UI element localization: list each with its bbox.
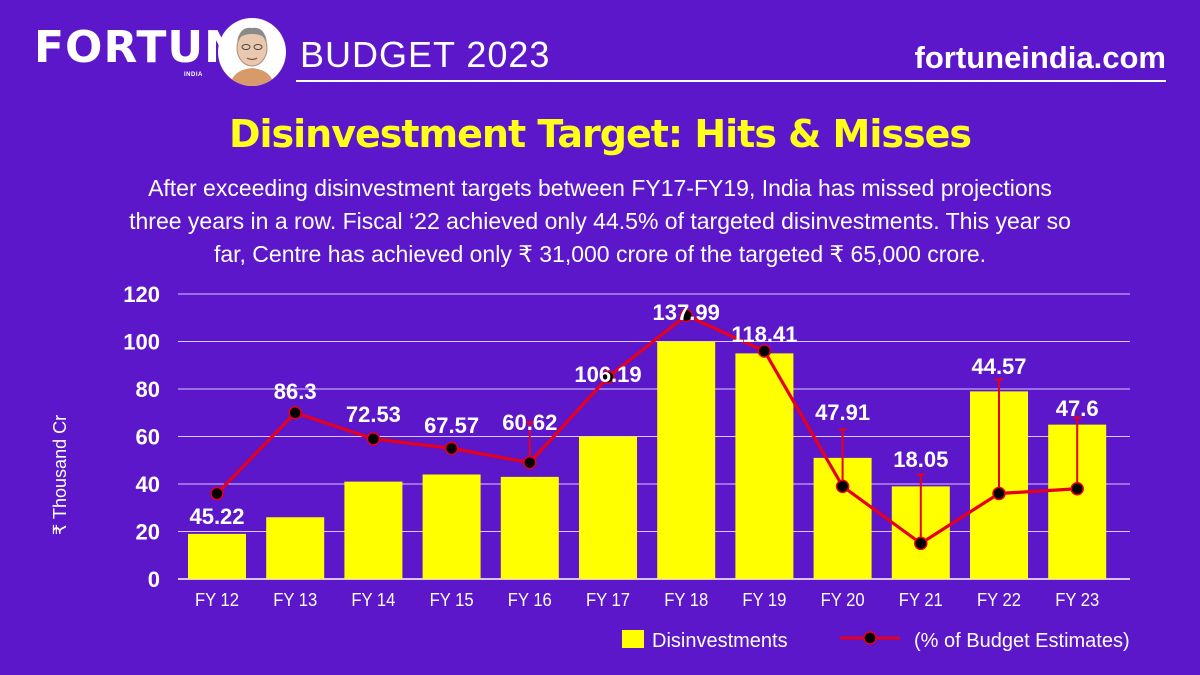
line-point [288, 406, 302, 420]
bar-fy16 [500, 476, 559, 579]
x-tick-label: FY 20 [821, 590, 865, 610]
x-tick-label: FY 22 [977, 590, 1021, 610]
chart-title: Disinvestment Target: Hits & Misses [228, 112, 972, 156]
portrait-icon [219, 19, 285, 86]
y-axis-label: ₹ Thousand Cr [50, 415, 70, 535]
legend-budget-estimates: (% of Budget Estimates) [914, 630, 1130, 652]
data-label: 60.62 [502, 410, 557, 435]
line-point [992, 486, 1006, 501]
x-tick-label: FY 23 [1055, 590, 1099, 610]
data-label: 47.6 [1056, 396, 1099, 421]
line-series [210, 308, 1084, 551]
subtitle-line-3: far, Centre has achieved only ₹ 31,000 c… [213, 241, 987, 267]
x-tick-label: FY 17 [586, 590, 630, 610]
data-label: 47.91 [815, 400, 870, 425]
subtitle-line-1: After exceeding disinvestment targets be… [148, 175, 1052, 201]
brand-logo-sub: INDIA [184, 72, 203, 78]
x-tick-label: FY 13 [273, 590, 317, 610]
y-tick-label: 100 [123, 330, 160, 355]
y-tick-label: 80 [136, 377, 160, 402]
legend-bar-swatch [622, 630, 644, 648]
bar-fy14 [344, 481, 403, 579]
line-point [601, 370, 615, 384]
budget-title: BUDGET 2023 [300, 34, 551, 75]
y-axis-ticks: 0 20 40 60 80 100 120 [123, 282, 160, 592]
line-point [444, 441, 459, 456]
subtitle-line-2: three years in a row. Fiscal ‘22 achieve… [129, 208, 1071, 234]
bar-fy18 [657, 341, 716, 579]
data-label: 106.19 [574, 362, 641, 387]
y-tick-label: 0 [148, 567, 160, 592]
budget-estimate-line [215, 313, 1078, 545]
data-label: 86.3 [274, 379, 317, 404]
data-label: 18.05 [893, 447, 948, 472]
data-label: 137.99 [653, 300, 720, 325]
y-tick-label: 60 [136, 425, 160, 450]
line-point [757, 344, 772, 358]
legend: Disinvestments (% of Budget Estimates) [622, 630, 1130, 652]
chart-subtitle: After exceeding disinvestment targets be… [40, 172, 1160, 271]
x-tick-label: FY 15 [430, 590, 474, 610]
legend-disinvestments: Disinvestments [652, 630, 788, 652]
bar-series [188, 341, 1107, 579]
y-tick-label: 40 [136, 472, 160, 497]
bar-fy19 [735, 353, 794, 579]
line-point [835, 479, 850, 494]
portrait-image [218, 18, 286, 86]
data-label: 118.41 [731, 322, 797, 347]
x-tick-label: FY 14 [351, 590, 395, 610]
x-axis-ticks: FY 12 FY 13 FY 14 FY 15 FY 16 FY 17 FY 18 FY 19… [195, 590, 1099, 610]
bar-fy13 [266, 517, 325, 579]
site-link[interactable]: fortuneindia.com [914, 40, 1166, 75]
line-point [366, 432, 381, 446]
x-tick-label: FY 21 [899, 590, 943, 610]
chart: 0 20 40 60 80 100 120 ₹ Thousand Cr FY 12 FY 13… [50, 282, 1130, 652]
line-point [523, 455, 537, 470]
x-tick-label: FY 12 [195, 590, 239, 610]
legend-line-marker [863, 631, 877, 645]
x-tick-label: FY 18 [664, 590, 708, 610]
y-tick-label: 120 [123, 282, 160, 307]
line-point [1070, 482, 1084, 496]
bar-fy12 [188, 533, 246, 579]
header: FORTUNE INDIA BUDGET 2023 fortuneindia.c… [0, 0, 1200, 90]
data-label: 44.57 [971, 354, 1026, 379]
bar-fy17 [579, 436, 637, 579]
header-divider [296, 80, 1166, 82]
line-point [210, 486, 224, 501]
x-tick-label: FY 19 [742, 590, 786, 610]
line-point [679, 308, 693, 323]
bar-fy15 [422, 474, 481, 579]
line-point [914, 536, 928, 551]
data-label: 67.57 [424, 413, 479, 438]
data-label: 45.22 [189, 504, 244, 529]
data-label: 72.53 [346, 402, 401, 427]
data-labels: 45.22 86.3 72.53 67.57 60.62 106.19 137.99 118.… [189, 300, 1098, 529]
x-tick-label: FY 16 [508, 590, 552, 610]
y-tick-label: 20 [136, 520, 160, 545]
